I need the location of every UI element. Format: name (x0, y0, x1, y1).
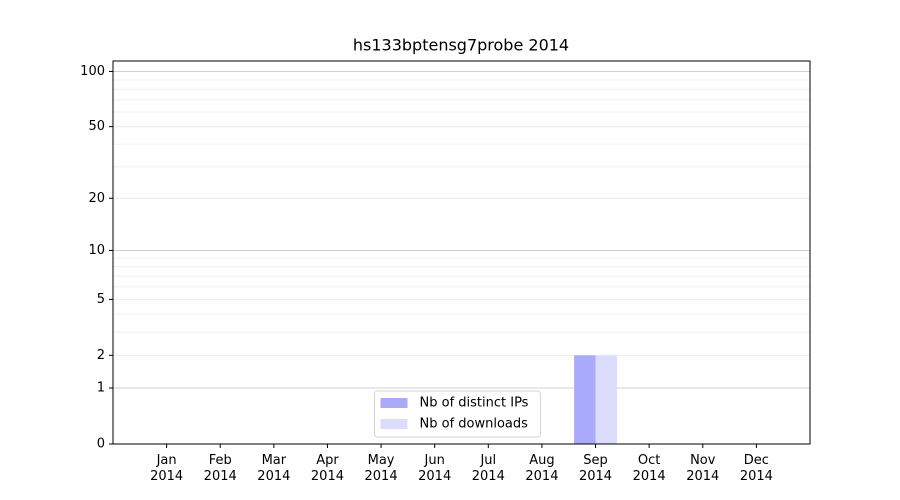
x-tick-label: May 2014 (364, 453, 398, 484)
x-tick-label: Feb 2014 (203, 453, 237, 484)
y-tick-label: 5 (97, 292, 105, 307)
x-tick-label: Jun 2014 (418, 453, 452, 484)
x-tick-label: Oct 2014 (632, 453, 666, 484)
y-tick-label: 0 (97, 437, 105, 452)
legend-label: Nb of distinct IPs (420, 396, 529, 411)
bar (595, 355, 617, 444)
x-tick-label: Mar 2014 (257, 453, 291, 484)
y-tick-label: 100 (80, 64, 105, 79)
x-tick-label: Apr 2014 (310, 453, 344, 484)
y-tick-label: 20 (88, 191, 105, 206)
legend-swatch (380, 398, 408, 408)
bar (574, 355, 596, 444)
x-tick-label: Jan 2014 (150, 453, 184, 484)
legend-box (374, 390, 541, 438)
x-tick-label: Sep 2014 (578, 453, 613, 484)
x-tick-label: Jul 2014 (471, 453, 505, 484)
x-tick-label: Aug 2014 (525, 453, 559, 484)
x-tick-label: Dec 2014 (739, 453, 773, 484)
y-tick-label: 50 (88, 119, 105, 134)
legend-label: Nb of downloads (420, 417, 529, 432)
chart-title: hs133bptensg7probe 2014 (353, 36, 569, 55)
legend-swatch (380, 419, 408, 429)
y-tick-label: 2 (97, 348, 105, 363)
y-tick-label: 10 (88, 243, 105, 258)
plot-frame (112, 60, 811, 445)
x-tick-label: Nov 2014 (686, 453, 720, 484)
y-tick-label: 1 (97, 381, 105, 396)
